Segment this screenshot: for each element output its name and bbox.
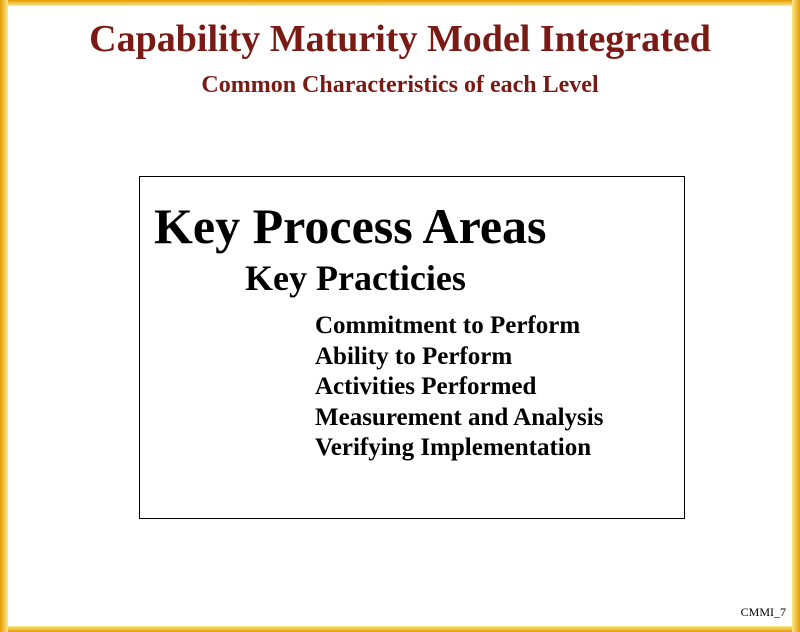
gold-border-right — [792, 0, 800, 632]
gold-border-top — [0, 0, 800, 6]
practice-item: Commitment to Perform — [315, 312, 581, 339]
gold-border-left — [0, 0, 8, 632]
slide-title: Capability Maturity Model Integrated — [89, 18, 711, 60]
key-process-areas-heading: Key Process Areas — [154, 198, 547, 254]
gold-border-bottom — [0, 626, 800, 632]
key-practices-heading: Key Practicies — [245, 258, 466, 298]
slide-subtitle: Common Characteristics of each Level — [201, 72, 599, 98]
slide-id-label: CMMI_7 — [740, 605, 786, 619]
practice-item: Measurement and Analysis — [315, 403, 604, 431]
practice-item: Ability to Perform — [315, 342, 513, 370]
content-box: Key Process Areas Key Practicies Commitm… — [139, 176, 685, 519]
practice-item: Activities Performed — [315, 373, 537, 400]
practice-item: Verifying Implementation — [315, 434, 592, 461]
practice-list: Commitment to Perform Ability to Perform… — [315, 311, 603, 464]
